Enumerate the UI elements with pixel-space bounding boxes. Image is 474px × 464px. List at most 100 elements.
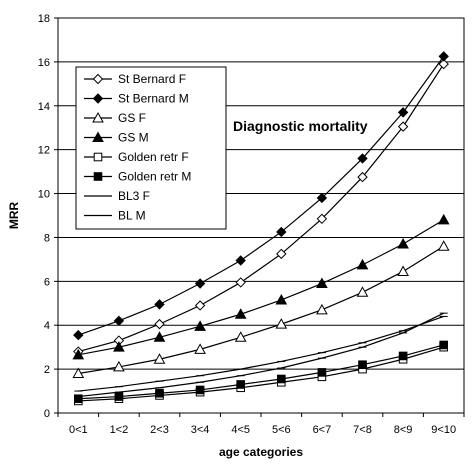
data-point (316, 303, 328, 315)
x-tick-label: 9<10 (431, 424, 456, 436)
data-point (357, 153, 368, 164)
chart-annotation: Diagnostic mortality (233, 118, 368, 134)
data-point (316, 277, 328, 289)
data-point (154, 299, 165, 310)
data-point (316, 213, 328, 224)
series-line (78, 219, 445, 356)
data-point (72, 367, 85, 378)
data-point (153, 353, 166, 364)
data-point (437, 213, 450, 225)
legend-label: Golden retr M (118, 170, 191, 184)
data-point (194, 343, 206, 354)
data-point (438, 58, 449, 70)
series-line (78, 344, 444, 400)
legend-label: BL M (118, 209, 146, 223)
series-line (78, 63, 445, 353)
data-point (277, 374, 286, 384)
legend-label: GS F (118, 111, 146, 125)
series-st-bernard-f (73, 58, 449, 357)
data-point (358, 360, 367, 370)
y-tick-label: 12 (38, 145, 50, 157)
legend-marker (92, 131, 104, 142)
data-point (236, 380, 245, 389)
y-tick-label: 8 (44, 232, 50, 244)
legend-marker (92, 111, 104, 123)
legend-marker (93, 172, 103, 181)
data-point (356, 258, 369, 270)
data-point (275, 318, 288, 329)
data-point (155, 388, 164, 398)
y-tick-label: 0 (44, 408, 50, 420)
legend-item: Golden retr F (84, 150, 189, 164)
series-line (78, 315, 444, 392)
data-point (437, 240, 450, 251)
series-bl3-f (74, 315, 448, 392)
x-tick-label: 4<5 (231, 424, 250, 436)
data-point (397, 107, 409, 118)
data-point (275, 293, 288, 305)
data-point (438, 51, 449, 62)
data-point (194, 300, 206, 311)
data-point (113, 360, 125, 372)
data-point (276, 226, 287, 238)
x-tick-label: 1<2 (110, 424, 129, 436)
data-point (194, 278, 206, 289)
x-axis-title: age categories (219, 445, 303, 459)
series-line (78, 312, 444, 398)
legend-item: GS F (84, 111, 146, 125)
data-point (397, 237, 409, 249)
legend-item: St Bernard F (84, 72, 186, 86)
data-point (235, 255, 246, 266)
legend-label: GS M (118, 131, 149, 145)
data-point (114, 392, 124, 401)
legend-box (75, 66, 227, 230)
y-tick-label: 4 (44, 320, 50, 332)
data-point (73, 329, 84, 341)
y-tick-label: 18 (38, 13, 50, 25)
y-tick-label: 6 (44, 276, 50, 288)
series-gs-m (72, 213, 450, 360)
legend-item: GS M (84, 131, 149, 145)
y-tick-label: 2 (44, 364, 50, 376)
y-axis-ticks: 0 2 4 6 8 10 12 14 16 18 (38, 13, 58, 420)
legend: St Bernard F St Bernard M GS F GS M Golden r… (75, 66, 227, 230)
x-tick-label: 3<4 (191, 424, 210, 436)
data-point (316, 192, 328, 204)
legend-label: St Bernard M (118, 92, 189, 106)
legend-marker (92, 73, 104, 85)
data-point (154, 318, 165, 330)
x-tick-label: 6<7 (313, 424, 332, 436)
x-tick-label: 8<9 (394, 424, 413, 436)
data-point (113, 315, 125, 327)
data-point (74, 394, 83, 404)
data-point (153, 331, 166, 342)
series-line (78, 245, 445, 375)
data-point (234, 331, 247, 342)
series-bl-m (74, 312, 448, 398)
legend-marker (93, 152, 103, 162)
data-point (317, 368, 327, 377)
data-point (439, 340, 448, 350)
x-tick-label: 0<1 (69, 424, 88, 436)
y-tick-label: 14 (38, 101, 50, 113)
series-line (78, 56, 445, 336)
data-point (113, 341, 125, 352)
series-layer (72, 51, 450, 406)
legend-marker (92, 93, 104, 104)
data-point (356, 286, 369, 297)
data-point (276, 248, 287, 260)
legend-item: Golden retr M (84, 170, 191, 184)
data-point (397, 265, 409, 276)
y-tick-label: 10 (38, 189, 50, 201)
x-tick-label: 7<8 (353, 424, 372, 436)
x-tick-label: 5<6 (272, 424, 291, 436)
data-point (235, 277, 246, 288)
legend-item: BL3 F (84, 189, 150, 203)
data-point (234, 308, 247, 319)
data-point (357, 171, 368, 183)
data-point (194, 320, 206, 331)
series-line (78, 346, 444, 402)
y-axis-title: MRR (7, 202, 21, 230)
series-st-bernard-m (73, 51, 449, 341)
